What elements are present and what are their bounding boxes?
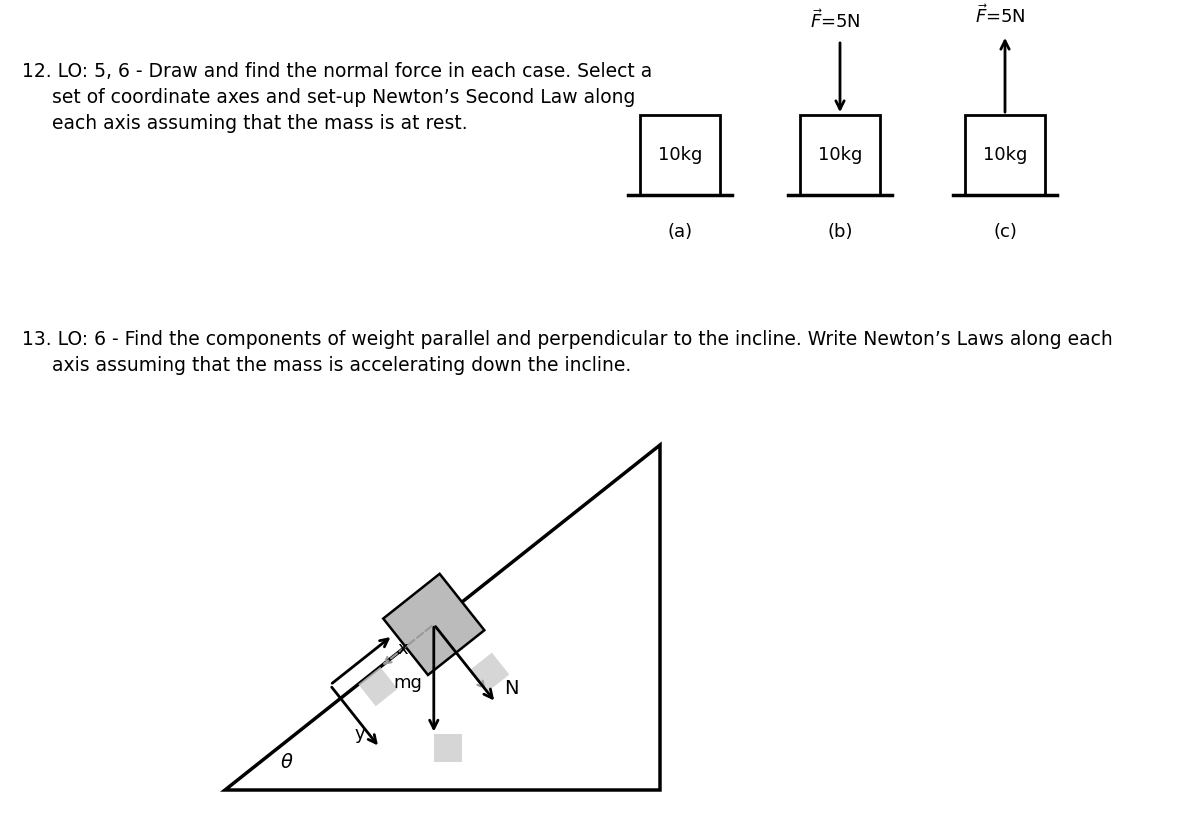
Text: x: x [397, 640, 408, 658]
Text: (b): (b) [827, 223, 853, 241]
Text: mg: mg [394, 675, 422, 692]
Polygon shape [359, 666, 397, 706]
Text: 10kg: 10kg [983, 146, 1027, 164]
Text: 13. LO: 6 - Find the components of weight parallel and perpendicular to the incl: 13. LO: 6 - Find the components of weigh… [22, 330, 1112, 349]
Polygon shape [434, 735, 462, 763]
Text: (a): (a) [667, 223, 692, 241]
Bar [965, 115, 1045, 195]
Text: each axis assuming that the mass is at rest.: each axis assuming that the mass is at r… [22, 114, 468, 133]
Text: y: y [354, 725, 365, 743]
Text: 10kg: 10kg [818, 146, 862, 164]
Bar [800, 115, 880, 195]
Polygon shape [470, 652, 509, 692]
Text: set of coordinate axes and set-up Newton’s Second Law along: set of coordinate axes and set-up Newton… [22, 88, 635, 107]
Text: N: N [504, 679, 518, 698]
Text: axis assuming that the mass is accelerating down the incline.: axis assuming that the mass is accelerat… [22, 356, 631, 375]
Bar [640, 115, 720, 195]
Polygon shape [383, 574, 485, 675]
Text: $\vec{F}$=5N: $\vec{F}$=5N [810, 9, 860, 32]
Text: $\theta$: $\theta$ [280, 753, 294, 772]
Text: (c): (c) [994, 223, 1016, 241]
Text: 10kg: 10kg [658, 146, 702, 164]
Text: $\vec{F}$=5N: $\vec{F}$=5N [974, 4, 1025, 27]
Text: 12. LO: 5, 6 - Draw and find the normal force in each case. Select a: 12. LO: 5, 6 - Draw and find the normal … [22, 62, 653, 81]
